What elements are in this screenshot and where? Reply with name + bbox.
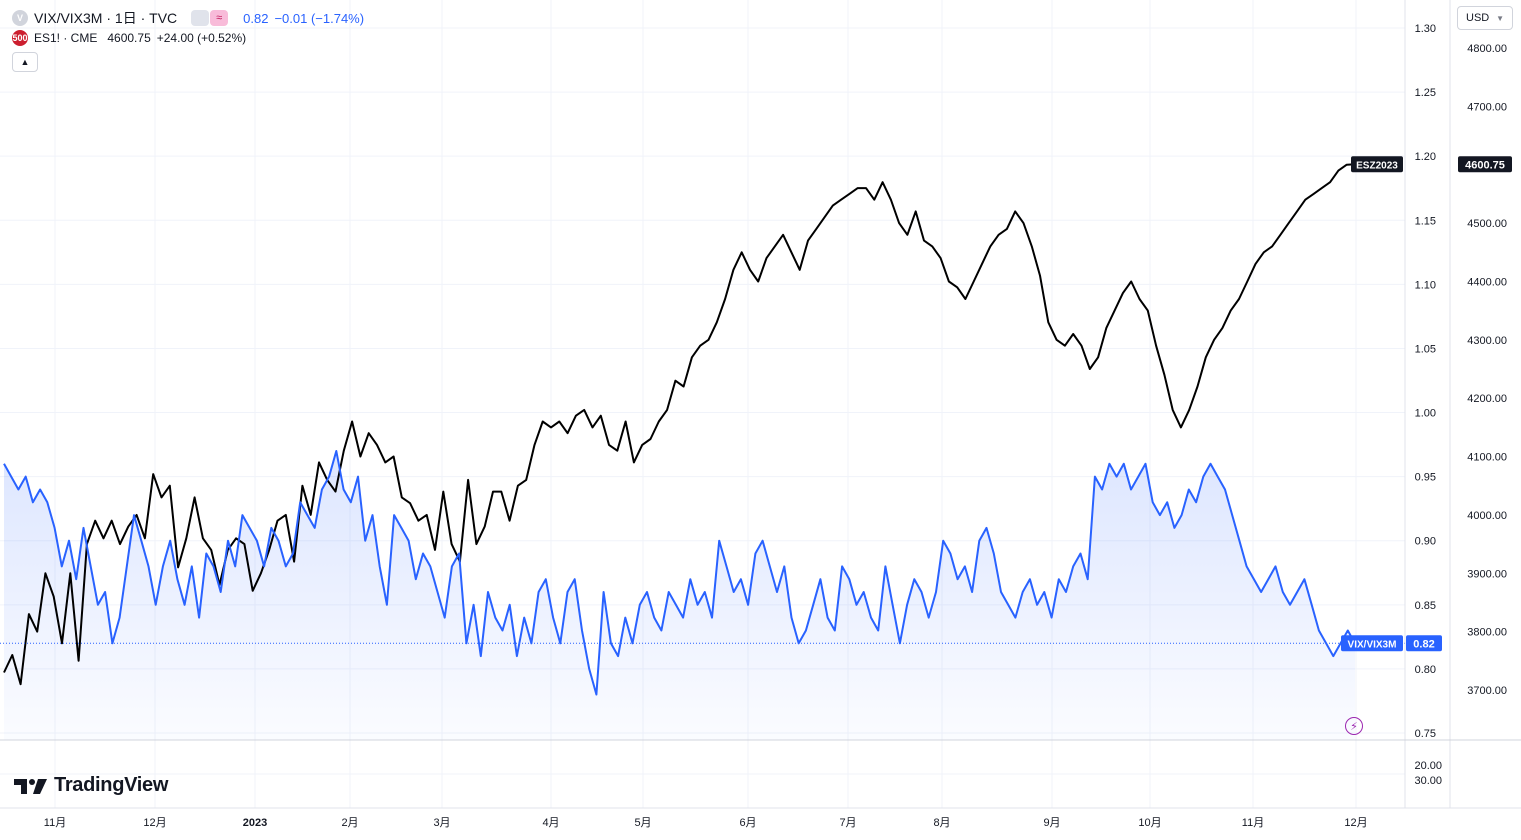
vix-series-name-tag (1341, 635, 1403, 652)
tradingview-logo-text: TradingView (54, 774, 169, 796)
left-scale-tick-label: 0.80 (1415, 664, 1436, 676)
right-scale-tick-label: 4700.00 (1467, 101, 1507, 113)
tradingview-logo[interactable]: TradingView (14, 774, 168, 797)
currency-selector[interactable]: USD ▼ (1457, 6, 1513, 30)
time-axis-label: 2023 (243, 817, 267, 829)
left-scale-tick-label: 0.90 (1415, 536, 1436, 548)
compare-symbol-change: +24.00 (+0.52%) (156, 31, 247, 45)
es-series-name-tag (1351, 156, 1403, 173)
right-scale-tick-label: 4300.00 (1467, 335, 1507, 347)
time-axis-label: 9月 (1043, 817, 1060, 829)
left-scale-tick-label: 1.20 (1415, 151, 1436, 163)
main-symbol-legend[interactable]: V VIX/VIX3M · 1日 · TVC ≈ 0.82 −0.01 (−1.… (12, 8, 370, 28)
es-last-value-tag (1458, 156, 1512, 173)
right-scale-tick-label: 4400.00 (1467, 276, 1507, 288)
left-scale-tick-label: 0.75 (1415, 728, 1436, 740)
time-axis-label: 10月 (1138, 817, 1161, 829)
time-axis-label: 4月 (542, 817, 559, 829)
lower-pane-tick-label: 20.00 (1414, 760, 1442, 772)
legend-mode-pills: ≈ (191, 10, 229, 26)
time-axis-label: 3月 (433, 817, 450, 829)
visibility-pill[interactable] (191, 10, 210, 26)
chevron-up-icon: ▲ (20, 57, 30, 67)
right-scale-tick-label: 4800.00 (1467, 43, 1507, 55)
main-symbol-title[interactable]: VIX/VIX3M · 1日 · TVC (34, 10, 178, 26)
time-axis-label: 12月 (143, 817, 166, 829)
left-scale-tick-label: 0.85 (1415, 600, 1436, 612)
time-axis-label: 8月 (933, 817, 950, 829)
compare-symbol-title[interactable]: ES1! · CME (34, 31, 98, 45)
right-scale-tick-label: 4100.00 (1467, 452, 1507, 464)
currency-label: USD (1466, 12, 1490, 24)
compare-symbol-value: 4600.75 (107, 31, 151, 45)
time-axis-label: 2月 (341, 817, 358, 829)
left-scale-tick-label: 1.15 (1415, 215, 1436, 227)
vix-series-line (3, 450, 1356, 696)
time-axis-label: 5月 (634, 817, 651, 829)
vix-symbol-logo: V (12, 10, 28, 26)
es-series-name-label: ESZ2023 (1356, 160, 1398, 171)
main-symbol-change: −0.01 (−1.74%) (274, 10, 365, 26)
time-axis-label: 7月 (839, 817, 856, 829)
time-axis-label: 6月 (739, 817, 756, 829)
left-scale-tick-label: 1.05 (1415, 343, 1436, 355)
chevron-down-icon: ▼ (1496, 13, 1504, 23)
vix-area (4, 451, 1355, 740)
series-lines (0, 163, 1405, 696)
time-axis-label: 11月 (44, 817, 66, 829)
left-scale-tick-label: 1.00 (1415, 408, 1436, 420)
lightning-icon[interactable]: ⚡ (1345, 717, 1363, 735)
left-scale-tick-label: 1.30 (1415, 23, 1436, 35)
es-symbol-logo: 500 (12, 30, 28, 46)
time-axis-label: 11月 (1242, 817, 1264, 829)
vix-last-value-label: 0.82 (1413, 638, 1434, 650)
left-scale-tick-label: 1.25 (1415, 87, 1436, 99)
vix-area-fill (4, 451, 1355, 740)
legend-collapse-button[interactable]: ▲ (12, 52, 38, 72)
compare-symbol-legend[interactable]: 500 ES1! · CME 4600.75 +24.00 (+0.52%) (12, 28, 370, 48)
time-axis-label: 12月 (1344, 817, 1367, 829)
chart-legend: V VIX/VIX3M · 1日 · TVC ≈ 0.82 −0.01 (−1.… (12, 8, 370, 72)
right-scale-tick-label: 3900.00 (1467, 568, 1507, 580)
vix-series-name-label: VIX/VIX3M (1348, 639, 1397, 650)
main-symbol-value: 0.82 (243, 10, 269, 26)
right-scale-tick-label: 4000.00 (1467, 510, 1507, 522)
right-scale-tick-label: 4500.00 (1467, 218, 1507, 230)
left-scale-tick-label: 1.10 (1415, 279, 1436, 291)
es-last-value-label: 4600.75 (1465, 159, 1505, 171)
right-scale-tick-label: 3800.00 (1467, 627, 1507, 639)
vix-last-value-tag (1406, 635, 1442, 652)
compare-mode-pill[interactable]: ≈ (210, 10, 229, 26)
lower-pane-tick-label: 30.00 (1414, 775, 1442, 787)
left-scale-tick-label: 0.95 (1415, 472, 1436, 484)
price-labels: ESZ2023 4600.75 VIX/VIX3M 0.82 (1341, 156, 1512, 652)
tradingview-logo-mark (14, 778, 47, 794)
right-scale-tick-label: 3700.00 (1467, 685, 1507, 697)
right-scale-tick-label: 4200.00 (1467, 393, 1507, 405)
